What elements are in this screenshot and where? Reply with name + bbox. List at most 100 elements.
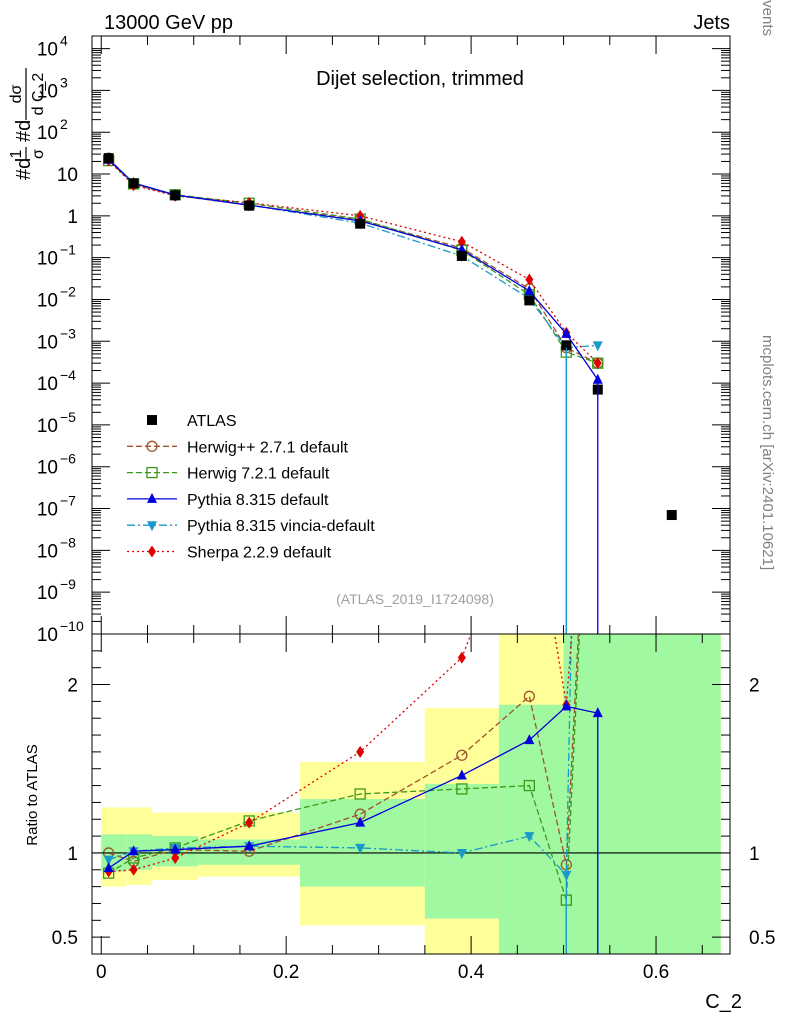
ratio-data-point: [128, 845, 139, 856]
top-y-tick-label-base: 10: [37, 625, 58, 646]
ratio-y-tick-label-right: 0.5: [749, 928, 775, 949]
legend-label: ATLAS: [187, 413, 237, 430]
top-data-point: [103, 153, 114, 164]
top-series-line: [108, 157, 599, 364]
top-data-point: [666, 510, 677, 521]
top-series-line: [108, 159, 599, 381]
top-y-tick-label: 10: [37, 541, 58, 562]
analysis-label: (ATLAS_2019_I1724098): [336, 591, 494, 607]
top-y-tick-label: 10: [37, 40, 58, 61]
top-y-tick-label: 10: [37, 625, 58, 646]
top-y-tick-label-base: 10: [37, 332, 58, 353]
top-y-tick-label-exponent: 2: [60, 116, 68, 132]
top-y-tick-label-exponent: −4: [60, 367, 76, 383]
top-y-tick-label-exponent: −2: [60, 283, 76, 299]
legend-marker: [146, 466, 158, 479]
top-y-tick-label: 10: [37, 332, 58, 353]
ratio-data-point: [456, 769, 467, 780]
top-data-point: [592, 373, 603, 384]
top-data-point: [561, 327, 572, 338]
top-y-tick-label-base: 10: [37, 500, 58, 521]
ylabel-num-dsigma: dσ: [8, 84, 25, 103]
ratio-data-point: [129, 863, 138, 876]
ratio-y-tick-label-left: 0.5: [52, 928, 78, 949]
ratio-y-axis-label: Ratio to ATLAS: [24, 744, 41, 845]
ratio-series-line: [108, 634, 572, 877]
top-y-tick-label-exponent: −1: [60, 242, 76, 258]
top-y-tick-label-exponent: −10: [60, 618, 84, 634]
ylabel-hash-d-1: #d: [13, 158, 35, 180]
ratio-data-point: [355, 816, 366, 827]
legend-marker: [147, 521, 157, 532]
top-y-tick-label-exponent: −8: [60, 534, 76, 550]
legend-label: Herwig 7.2.1 default: [187, 466, 330, 483]
top-y-axis-label: #d 1 σ #d dσ d C_2: [8, 68, 47, 180]
ratio-data-point: [524, 734, 535, 745]
ratio-data-point: [245, 816, 254, 829]
ratio-data-point: [354, 788, 366, 800]
ratio-data-point: [523, 690, 536, 702]
top-series-line: [108, 160, 598, 364]
top-y-tick-label: 10: [37, 458, 58, 479]
ratio-stat-band: [498, 704, 564, 954]
top-y-tick-label-exponent: −5: [60, 409, 76, 425]
top-data-point: [355, 218, 366, 229]
top-y-tick-label-base: 10: [37, 81, 58, 102]
ratio-series-line: [108, 634, 580, 865]
top-data-point: [592, 341, 603, 352]
x-axis-label: C_2: [705, 991, 742, 1013]
ratio-series-group: [102, 634, 603, 954]
ratio-y-tick-label-right: 2: [749, 676, 760, 697]
legend-label: Herwig++ 2.7.1 default: [187, 439, 349, 456]
top-data-point: [524, 295, 535, 306]
ratio-y-tick-label-left: 1: [67, 844, 78, 865]
top-y-tick-label: 10: [57, 165, 78, 186]
top-data-point: [593, 357, 602, 370]
ratio-data-point: [561, 700, 572, 711]
header-energy-label: 13000 GeV pp: [104, 12, 233, 34]
ylabel-frac-num-1: 1: [8, 149, 25, 158]
ratio-data-point: [171, 852, 180, 864]
top-y-tick-label-base: 10: [37, 458, 58, 479]
ratio-data-point: [103, 855, 114, 866]
top-y-tick-label-exponent: −9: [60, 576, 76, 592]
top-data-point: [561, 340, 572, 351]
top-y-tick-label-base: 10: [57, 165, 78, 186]
top-y-tick-label: 10: [37, 500, 58, 521]
top-data-point: [525, 273, 534, 286]
legend-label: Pythia 8.315 vincia-default: [187, 518, 375, 535]
ratio-data-point: [523, 779, 536, 792]
legend-marker: [147, 415, 157, 425]
ylabel-den-dc2: d C_2: [30, 73, 47, 116]
top-y-tick-label-exponent: −6: [60, 451, 76, 467]
ratio-x-tick-label: 0.6: [643, 962, 669, 983]
top-y-tick-label-base: 1: [67, 207, 78, 228]
top-y-tick-label: 1: [67, 207, 78, 228]
ylabel-frac-den-1: σ: [30, 149, 47, 159]
top-data-point: [244, 200, 255, 211]
header-jets-label: Jets: [693, 12, 730, 34]
top-series-line: [108, 160, 599, 364]
top-data-point: [524, 284, 535, 295]
ylabel-hash-d-2: #d: [13, 120, 35, 142]
ratio-y-tick-label-right: 1: [749, 844, 760, 865]
legend: ATLAS Herwig++ 2.7.1 default Herwig 7.2.1 …: [127, 413, 375, 562]
ratio-data-point: [524, 832, 535, 843]
ratio-data-point: [103, 862, 114, 873]
top-y-tick-label: 10: [37, 81, 58, 102]
top-y-tick-label-base: 10: [37, 290, 58, 311]
top-y-tick-label-exponent: 4: [60, 33, 68, 49]
legend-label: Pythia 8.315 default: [187, 492, 329, 509]
top-panel-title: Dijet selection, trimmed: [316, 68, 524, 90]
ratio-panel-frame: [91, 633, 731, 955]
top-y-tick-label: 10: [37, 123, 58, 144]
top-y-tick-label-base: 10: [37, 40, 58, 61]
top-series-line: [108, 158, 598, 349]
ratio-panel-bands: [92, 634, 730, 954]
top-data-point: [170, 190, 181, 201]
top-y-tick-label-base: 10: [37, 249, 58, 270]
legend-marker: [146, 440, 158, 452]
side-label-mcplots: mcplots.cern.ch [arXiv:2401.10621]: [759, 335, 776, 570]
